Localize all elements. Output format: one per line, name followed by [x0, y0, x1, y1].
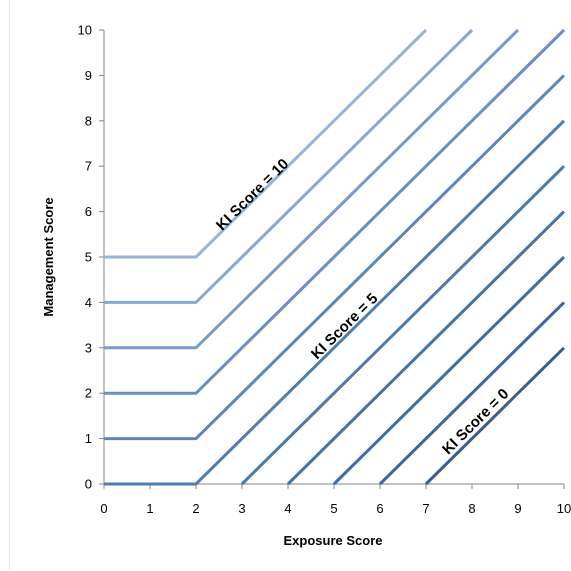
- series-line-4: [240, 165, 566, 486]
- tick-labels: 0 1 2 3 4 5 6 7 8 9 10 0 1 2 3 4 5 6 7 8 9 10: [78, 23, 571, 517]
- series-line-10: [104, 28, 428, 259]
- series-line-2: [332, 255, 566, 486]
- y-tick-label: 2: [85, 386, 92, 401]
- series-line-6: [104, 74, 566, 441]
- x-axis-title: Exposure Score: [284, 533, 383, 548]
- x-tick-label: 3: [238, 501, 245, 516]
- x-tick-label: 0: [100, 501, 107, 516]
- y-tick-label: 0: [85, 477, 92, 492]
- series-line-5: [104, 119, 566, 486]
- y-tick-label: 5: [85, 250, 92, 265]
- y-tick-label: 9: [85, 68, 92, 83]
- series-line-8: [104, 28, 520, 350]
- series-line-3: [286, 210, 566, 486]
- y-axis-title: Management Score: [41, 197, 56, 316]
- x-tick-label: 8: [468, 501, 475, 516]
- x-tick-label: 1: [146, 501, 153, 516]
- x-tick-label: 10: [557, 501, 571, 516]
- series-group: [104, 28, 566, 486]
- y-tick-label: 1: [85, 431, 92, 446]
- x-tick-label: 7: [422, 501, 429, 516]
- y-tick-label: 10: [78, 23, 92, 38]
- annotation-label: KI Score = 5: [308, 290, 381, 363]
- x-tick-label: 2: [192, 501, 199, 516]
- x-tick-label: 6: [376, 501, 383, 516]
- y-tick-label: 7: [85, 159, 92, 174]
- y-tick-label: 4: [85, 295, 92, 310]
- x-tick-label: 4: [284, 501, 291, 516]
- y-tick-label: 6: [85, 204, 92, 219]
- x-tick-label: 5: [330, 501, 337, 516]
- series-line-9: [104, 28, 474, 304]
- x-tick-label: 9: [514, 501, 521, 516]
- y-tick-label: 3: [85, 340, 92, 355]
- series-line-7: [104, 28, 566, 395]
- annotation-label: KI Score = 10: [213, 155, 292, 234]
- series-line-0: [424, 346, 566, 486]
- series-line-1: [378, 301, 566, 486]
- chart-frame: [9, 0, 569, 570]
- y-tick-label: 8: [85, 113, 92, 128]
- annotation-label: KI Score = 0: [439, 385, 512, 458]
